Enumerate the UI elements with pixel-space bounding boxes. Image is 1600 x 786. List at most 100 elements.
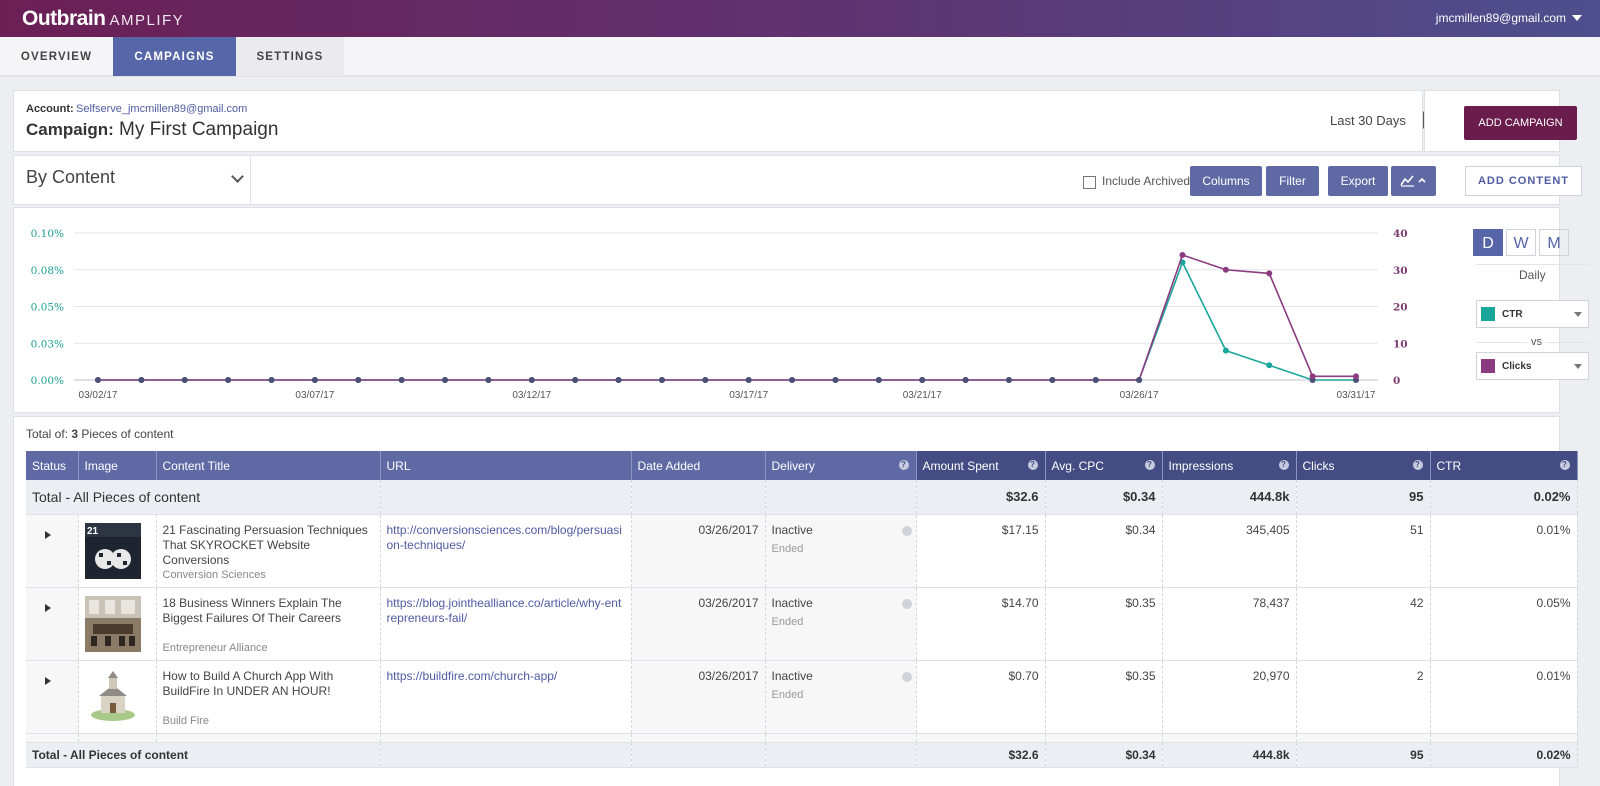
filter-button[interactable]: Filter [1266, 166, 1319, 196]
view-selector[interactable]: By Content [26, 167, 116, 187]
totals-empty [631, 742, 766, 768]
data-point-clicks [268, 377, 275, 383]
col-ctr-label: CTR [1436, 458, 1462, 473]
data-point-clicks [311, 377, 318, 383]
metric-left-select[interactable]: CTR [1476, 300, 1589, 328]
totals-impressions: 444.8k [1162, 742, 1297, 768]
table-row: How to Build A Church App With BuildFire… [26, 660, 1578, 734]
content-url-link[interactable]: https://blog.jointhealliance.co/article/… [386, 595, 622, 625]
metric-right-select[interactable]: Clicks [1476, 352, 1589, 380]
totals-empty [765, 742, 917, 768]
x-tick-label: 03/31/17 [1337, 390, 1376, 401]
data-point-clicks [95, 377, 101, 383]
help-icon[interactable]: ? [1027, 460, 1038, 470]
info-icon[interactable] [901, 598, 912, 609]
y-right-tick-label: 30 [1393, 265, 1408, 277]
expand-row-toggle[interactable] [26, 660, 79, 734]
help-icon[interactable]: ? [1412, 460, 1423, 470]
data-point-clicks [1136, 377, 1143, 383]
campaign-label: Campaign: [26, 120, 114, 139]
outbrain-logo[interactable]: Outbrain AMPLIFY [22, 7, 184, 31]
date-range[interactable]: Last 30 Days [1330, 113, 1406, 128]
help-icon[interactable]: ? [898, 460, 909, 470]
spacer-cell [765, 733, 917, 743]
impressions: 78,437 [1162, 587, 1297, 661]
totals-row-bottom: Total - All Pieces of content $32.6 $0.3… [26, 742, 1578, 768]
add-content-button[interactable]: ADD CONTENT [1465, 166, 1582, 196]
help-icon[interactable]: ? [1559, 460, 1570, 470]
date-added: 03/26/2017 [631, 660, 766, 734]
avg-cpc: $0.35 [1045, 660, 1163, 734]
data-point-clicks [875, 377, 882, 383]
top-bar: Outbrain AMPLIFY jmcmillen89@gmail.com [0, 0, 1600, 37]
content-url-link[interactable]: http://conversionsciences.com/blog/persu… [386, 522, 622, 552]
content-source: Entrepreneur Alliance [162, 641, 268, 654]
content-url-link[interactable]: https://buildfire.com/church-app/ [386, 668, 558, 683]
data-point-ctr [1222, 347, 1229, 354]
col-avg-cpc-label: Avg. CPC [1051, 458, 1104, 473]
add-campaign-button[interactable]: ADD CAMPAIGN [1464, 106, 1577, 140]
ctr: 0.01% [1430, 660, 1578, 734]
expand-row-toggle[interactable] [26, 587, 79, 661]
x-tick-label: 03/12/17 [512, 390, 551, 401]
campaign-header: Account: Selfserve_jmcmillen89@gmail.com… [13, 90, 1441, 152]
info-icon[interactable] [901, 671, 912, 682]
totals-cpc: $0.34 [1045, 480, 1163, 515]
tab-campaigns[interactable]: CAMPAIGNS [113, 37, 236, 76]
chevron-down-icon[interactable] [231, 170, 244, 183]
delivery-cell: Inactive Ended [765, 660, 917, 734]
series-line-clicks [98, 254, 1356, 381]
data-point-clicks [355, 377, 362, 383]
chart-toggle-button[interactable] [1391, 166, 1436, 196]
expand-row-toggle[interactable] [26, 514, 79, 588]
content-title[interactable]: How to Build A Church App With BuildFire… [162, 668, 334, 698]
col-status[interactable]: Status [26, 451, 79, 480]
spacer-cell [1296, 733, 1431, 743]
totals-empty [765, 480, 917, 515]
spacer-cell [26, 733, 79, 743]
col-avg-cpc[interactable]: Avg. CPC? [1045, 451, 1163, 480]
totals-ctr: 0.02% [1430, 742, 1578, 768]
account-link[interactable]: Selfserve_jmcmillen89@gmail.com [76, 103, 248, 115]
spacer-cell [631, 733, 766, 743]
y-right-tick-label: 20 [1393, 302, 1408, 314]
col-content-title[interactable]: Content Title [156, 451, 381, 480]
include-archived-checkbox[interactable] [1083, 176, 1096, 189]
col-url[interactable]: URL [380, 451, 632, 480]
help-icon[interactable]: ? [1278, 460, 1289, 470]
user-menu[interactable]: jmcmillen89@gmail.com [1436, 11, 1582, 25]
y-left-tick-label: 0.08% [31, 265, 64, 277]
data-point-clicks [1005, 377, 1012, 383]
period-month-button[interactable]: M [1539, 229, 1569, 256]
delivery-substatus: Ended [771, 615, 804, 628]
tab-settings[interactable]: SETTINGS [236, 37, 344, 76]
totals-label: Total - All Pieces of content [26, 480, 381, 515]
col-delivery[interactable]: Delivery? [765, 451, 917, 480]
col-ctr[interactable]: CTR? [1430, 451, 1578, 480]
export-button[interactable]: Export [1328, 166, 1388, 196]
info-icon[interactable] [901, 525, 912, 536]
spacer-row [26, 733, 1578, 743]
table-row: 18 Business Winners Explain The Biggest … [26, 587, 1578, 661]
period-week-button[interactable]: W [1506, 229, 1536, 256]
col-delivery-label: Delivery [771, 458, 815, 473]
col-date-added[interactable]: Date Added [631, 451, 766, 480]
content-title[interactable]: 18 Business Winners Explain The Biggest … [162, 595, 342, 625]
col-image[interactable]: Image [78, 451, 157, 480]
col-amount-spent[interactable]: Amount Spent? [916, 451, 1046, 480]
totals-label: Total - All Pieces of content [26, 742, 381, 768]
date-added: 03/26/2017 [631, 587, 766, 661]
product-name: AMPLIFY [109, 12, 185, 29]
totals-spent: $32.6 [916, 480, 1046, 515]
data-point-clicks [962, 377, 969, 383]
meeting-room-thumbnail-image [84, 595, 141, 652]
columns-button[interactable]: Columns [1190, 166, 1262, 196]
help-icon[interactable]: ? [1144, 460, 1155, 470]
data-point-clicks [528, 377, 535, 383]
ctr-color-swatch [1481, 307, 1495, 321]
col-clicks[interactable]: Clicks? [1296, 451, 1431, 480]
tab-overview[interactable]: OVERVIEW [20, 51, 93, 63]
period-day-button[interactable]: D [1473, 229, 1503, 256]
content-title[interactable]: 21 Fascinating Persuasion Techniques Tha… [162, 522, 368, 567]
col-impressions[interactable]: Impressions? [1162, 451, 1297, 480]
